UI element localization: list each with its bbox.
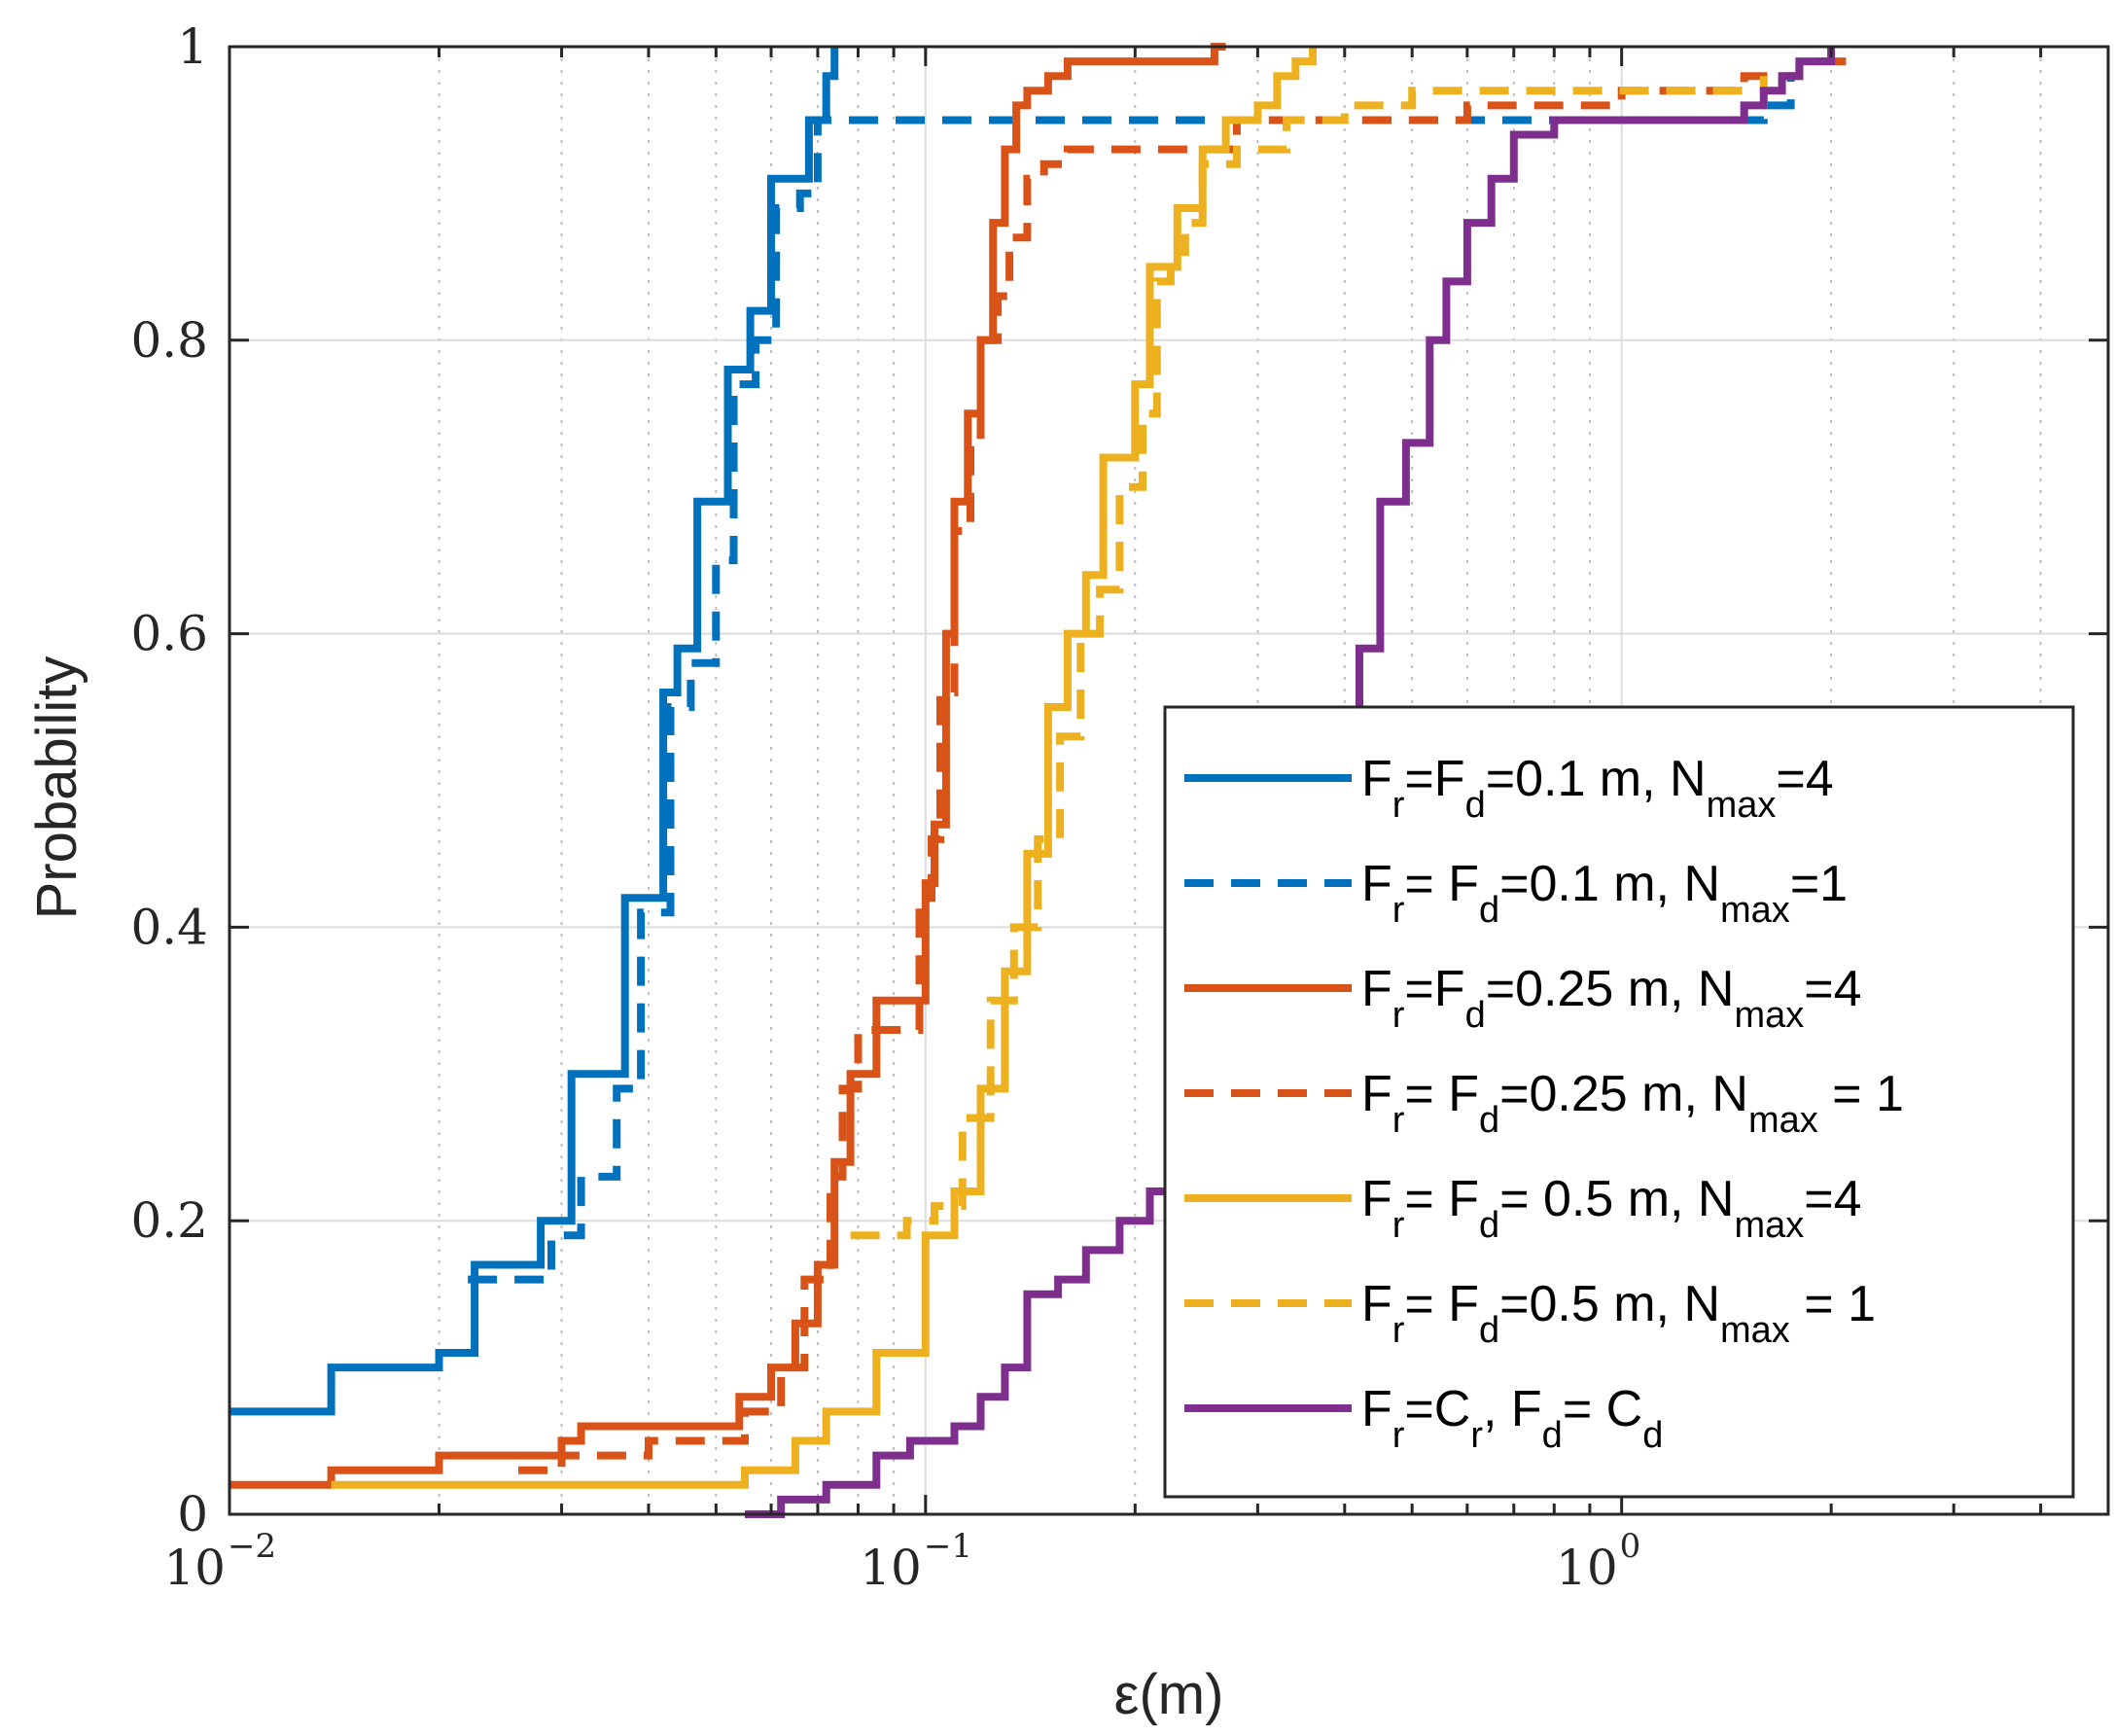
x-tick-label: 10 −1: [860, 1527, 972, 1596]
legend-text-part: F: [1361, 1066, 1392, 1122]
legend-subscript: max: [1748, 1100, 1818, 1141]
y-axis-label: Probability: [25, 656, 88, 920]
legend-text-part: = 0.5 m, N: [1499, 1171, 1734, 1227]
legend-text-part: F: [1361, 1171, 1392, 1227]
legend-subscript: d: [1465, 995, 1486, 1036]
legend-text-part: =0.25 m, N: [1486, 961, 1735, 1017]
legend-text-part: =1: [1790, 856, 1848, 912]
x-tick-labels: 10 −2 10 −1 10 0: [163, 1527, 1640, 1596]
legend-text-part: F: [1361, 856, 1392, 912]
y-tick-label: 0: [177, 1486, 208, 1542]
y-tick-label: 1: [177, 18, 208, 75]
legend: Fr=Fd=0.1 m, Nmax=4Fr= Fd=0.1 m, Nmax=1F…: [1163, 705, 2075, 1499]
legend-subscript: max: [1735, 995, 1805, 1036]
legend-subscript: max: [1707, 785, 1777, 826]
legend-entry-1: Fr=Fd=0.1 m, Nmax=4: [1361, 751, 1834, 826]
legend-subscript: d: [1479, 1310, 1499, 1351]
legend-subscript: r: [1392, 995, 1405, 1036]
legend-subscript: d: [1542, 1415, 1563, 1456]
series-line-2: [468, 76, 1795, 1284]
legend-text-part: =F: [1404, 961, 1464, 1017]
legend-text-part: = F: [1404, 1276, 1479, 1332]
legend-entry-4: Fr= Fd=0.25 m, Nmax = 1: [1361, 1066, 1904, 1141]
legend-entry-3: Fr=Fd=0.25 m, Nmax=4: [1361, 961, 1862, 1036]
legend-subscript: max: [1734, 1205, 1804, 1246]
x-axis-label: ε(m): [1114, 1663, 1224, 1726]
legend-text-part: = 1: [1790, 1276, 1876, 1332]
x-tick-label: 10 −2: [163, 1527, 276, 1596]
y-tick-labels: 0 0.2 0.4 0.6 0.8 1: [130, 18, 208, 1542]
series-line-5: [331, 47, 1317, 1489]
legend-text-part: F: [1361, 961, 1392, 1017]
legend-text-part: =0.25 m, N: [1499, 1066, 1748, 1122]
legend-text-part: =4: [1804, 1171, 1861, 1227]
legend-subscript: d: [1479, 890, 1499, 931]
x-tick-label: 10 0: [1556, 1527, 1640, 1596]
x-tick-exponent: 0: [1620, 1527, 1641, 1566]
legend-text-part: , F: [1483, 1381, 1542, 1437]
legend-subscript: r: [1392, 1100, 1405, 1141]
legend-text-part: = C: [1563, 1381, 1642, 1437]
legend-subscript: r: [1392, 1310, 1405, 1351]
legend-entry-5: Fr= Fd= 0.5 m, Nmax=4: [1361, 1171, 1862, 1246]
y-tick-label: 0.6: [130, 606, 208, 662]
series-line-1: [229, 47, 839, 1416]
legend-subscript: r: [1392, 785, 1405, 826]
y-tick-label: 0.4: [130, 899, 208, 955]
legend-subscript: d: [1479, 1100, 1499, 1141]
series-line-4: [518, 57, 1860, 1474]
legend-text-part: F: [1361, 1381, 1392, 1437]
legend-subscript: d: [1479, 1205, 1499, 1246]
legend-subscript: max: [1720, 890, 1790, 931]
legend-text-part: F: [1361, 751, 1392, 807]
legend-text-part: = F: [1404, 1171, 1479, 1227]
legend-text-part: = 1: [1818, 1066, 1904, 1122]
legend-text-part: =F: [1404, 751, 1464, 807]
legend-text-part: F: [1361, 1276, 1392, 1332]
x-tick-exponent: −1: [924, 1527, 972, 1566]
legend-entry-2: Fr= Fd=0.1 m, Nmax=1: [1361, 856, 1848, 931]
legend-entry-7: Fr=Cr, Fd= Cd: [1361, 1381, 1663, 1456]
y-tick-label: 0.8: [130, 312, 208, 369]
y-tick-label: 0.2: [130, 1192, 208, 1249]
legend-subscript: d: [1465, 785, 1486, 826]
x-tick-base: 10: [860, 1540, 922, 1596]
legend-text-part: =C: [1404, 1381, 1470, 1437]
legend-text-part: =0.1 m, N: [1499, 856, 1720, 912]
x-tick-exponent: −2: [228, 1527, 276, 1566]
series-line-6: [850, 76, 1768, 1240]
series-line-3: [229, 43, 1226, 1489]
legend-text-part: = F: [1404, 1066, 1479, 1122]
legend-subscript: d: [1642, 1415, 1663, 1456]
legend-subscript: r: [1392, 1415, 1405, 1456]
legend-subscript: r: [1392, 1205, 1405, 1246]
x-tick-base: 10: [1556, 1540, 1618, 1596]
legend-text-part: =0.1 m, N: [1486, 751, 1707, 807]
legend-subscript: max: [1720, 1310, 1790, 1351]
legend-entry-6: Fr= Fd=0.5 m, Nmax = 1: [1361, 1276, 1876, 1351]
legend-text-part: = F: [1404, 856, 1479, 912]
axes-box: [228, 45, 2110, 1516]
legend-text-part: =0.5 m, N: [1499, 1276, 1720, 1332]
legend-subscript: r: [1470, 1415, 1483, 1456]
legend-text-part: =4: [1776, 751, 1833, 807]
x-tick-base: 10: [163, 1540, 226, 1596]
legend-text-part: =4: [1804, 961, 1861, 1017]
legend-box: [1163, 705, 2075, 1499]
legend-subscript: r: [1392, 890, 1405, 931]
